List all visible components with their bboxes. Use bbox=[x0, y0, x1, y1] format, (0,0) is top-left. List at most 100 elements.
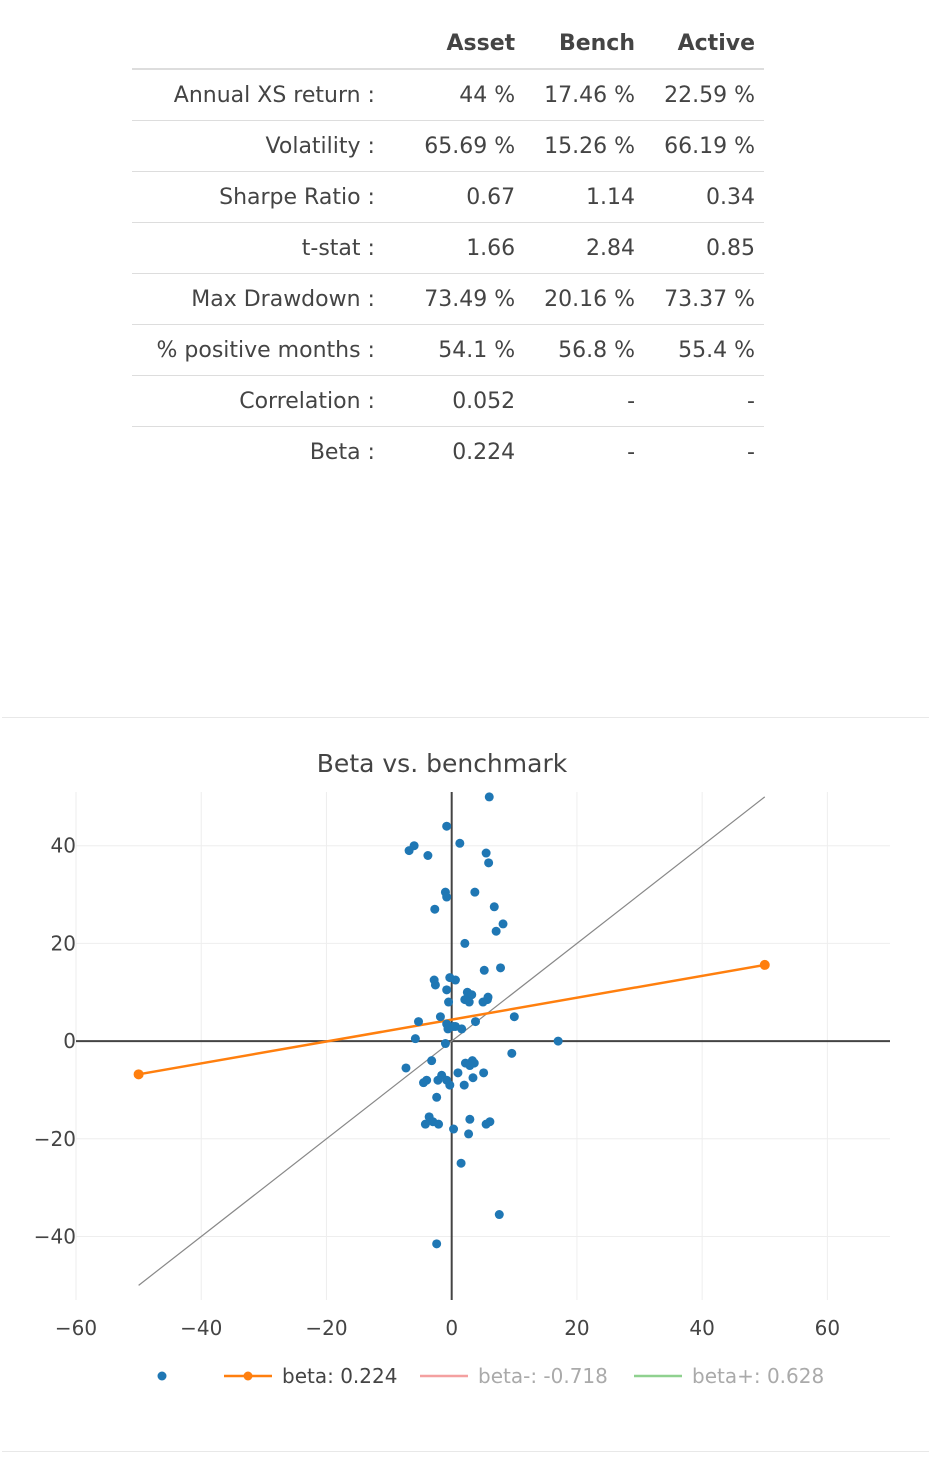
data-point bbox=[450, 975, 460, 985]
stats-row-label: Sharpe Ratio : bbox=[132, 171, 405, 223]
data-point bbox=[479, 965, 489, 975]
stats-cell-asset: 0.052 bbox=[404, 375, 525, 427]
data-point bbox=[453, 1068, 463, 1078]
identity-line bbox=[138, 796, 766, 1286]
legend-swatch-marker[interactable] bbox=[243, 1371, 253, 1381]
data-point bbox=[445, 1080, 455, 1090]
stats-cell-asset: 44 % bbox=[404, 69, 525, 121]
data-point bbox=[434, 1119, 444, 1129]
stats-cell-bench: 20.16 % bbox=[524, 273, 645, 325]
grid-layer bbox=[75, 792, 890, 1300]
data-point bbox=[457, 1024, 467, 1034]
stats-row: Beta : 0.224 - - bbox=[132, 427, 764, 478]
chart-title: Beta vs. benchmark bbox=[317, 749, 568, 778]
stats-row: Correlation :0.052- - bbox=[132, 375, 764, 427]
data-point bbox=[414, 1017, 424, 1027]
x-tick-label: −40 bbox=[180, 1316, 222, 1340]
x-tick-label: 60 bbox=[815, 1316, 840, 1340]
legend[interactable]: beta: 0.224 beta-: -0.718 beta+: 0.628 bbox=[157, 1364, 825, 1388]
stats-cell-bench: 1.14 bbox=[524, 171, 645, 223]
data-point bbox=[459, 1080, 469, 1090]
beta-line-endpoint bbox=[759, 959, 770, 970]
data-point bbox=[553, 1036, 563, 1046]
data-point bbox=[442, 985, 452, 995]
data-point bbox=[449, 1124, 459, 1134]
data-point bbox=[433, 1075, 443, 1085]
data-point bbox=[423, 851, 433, 860]
stats-cell-asset: 0.67 bbox=[404, 171, 525, 223]
stats-cell-bench: - bbox=[627, 439, 636, 465]
stats-row-label: Max Drawdown : bbox=[132, 273, 405, 325]
legend-marker-points[interactable] bbox=[157, 1371, 167, 1381]
chart-panel-top-border bbox=[2, 717, 929, 718]
stats-cell-bench: 15.26 % bbox=[524, 120, 645, 172]
data-point bbox=[456, 1158, 466, 1168]
stats-cell-active: 0.85 bbox=[644, 222, 764, 274]
data-point bbox=[432, 1239, 442, 1249]
data-point bbox=[430, 980, 440, 990]
y-tick-label: 0 bbox=[63, 1029, 76, 1053]
data-point bbox=[435, 1012, 445, 1022]
data-point bbox=[440, 1039, 450, 1049]
stats-header-label bbox=[132, 18, 405, 70]
stats-row: Annual XS return :44 % 17.46 % 22.59 % bbox=[132, 69, 764, 121]
data-point bbox=[430, 904, 440, 914]
stats-header-row: Asset Bench Active bbox=[132, 18, 764, 70]
stats-header-bench: Bench bbox=[524, 18, 645, 70]
y-tick-label: 40 bbox=[51, 834, 76, 858]
stats-cell-asset: 1.66 bbox=[404, 222, 525, 274]
stats-row: t-stat :1.66 2.84 0.85 bbox=[132, 222, 764, 274]
data-point bbox=[419, 1078, 429, 1088]
data-point bbox=[482, 995, 492, 1005]
data-point bbox=[460, 938, 470, 948]
data-point bbox=[465, 1061, 475, 1071]
data-point bbox=[507, 1048, 517, 1058]
point-layer bbox=[401, 792, 563, 1249]
stats-cell-active: 0.34 bbox=[644, 171, 764, 223]
data-point bbox=[479, 1068, 489, 1078]
stats-cell-active: 22.59 % bbox=[644, 69, 764, 121]
data-point bbox=[420, 1119, 430, 1129]
data-point bbox=[410, 1034, 420, 1044]
data-point bbox=[494, 1210, 504, 1220]
legend-label[interactable]: beta+: 0.628 bbox=[692, 1364, 824, 1388]
stats-row-label: Correlation : bbox=[132, 375, 405, 427]
data-point bbox=[442, 821, 452, 831]
stats-cell-active: - bbox=[747, 439, 755, 465]
stats-header-active: Active bbox=[644, 18, 764, 70]
stats-row-label: % positive months : bbox=[132, 324, 405, 376]
tick-layer: −60 −40 −20 0 20 40 60 −40 −20 0 20 40 bbox=[34, 834, 840, 1340]
stats-cell-active: 73.37 % bbox=[644, 273, 764, 325]
y-tick-label: 20 bbox=[51, 931, 76, 955]
data-point bbox=[481, 848, 491, 858]
stats-cell-active: 66.19 % bbox=[644, 120, 764, 172]
data-point bbox=[401, 1063, 411, 1073]
y-tick-label: −40 bbox=[34, 1225, 76, 1249]
data-point bbox=[464, 997, 474, 1007]
beta-chart: Beta vs. benchmark −60 −40 −20 0 20 40 60 −40 −2… bbox=[34, 749, 890, 1388]
stats-row: Sharpe Ratio :0.67 1.14 0.34 bbox=[132, 171, 764, 223]
x-tick-label: 20 bbox=[564, 1316, 589, 1340]
x-tick-label: −20 bbox=[305, 1316, 347, 1340]
data-point bbox=[496, 963, 506, 973]
stats-cell-bench: 2.84 bbox=[524, 222, 645, 274]
data-point bbox=[498, 919, 508, 929]
stats-cell-asset: 73.49 % bbox=[404, 273, 525, 325]
stats-cell-bench: 56.8 % bbox=[524, 324, 645, 376]
stats-cell-bench: - bbox=[524, 375, 645, 427]
data-point bbox=[404, 846, 414, 856]
data-point bbox=[455, 838, 465, 848]
data-point bbox=[427, 1056, 437, 1066]
stats-table: Asset Bench Active Annual XS return :44 … bbox=[132, 18, 764, 477]
stats-header-asset: Asset bbox=[404, 18, 525, 70]
legend-label[interactable]: beta-: -0.718 bbox=[478, 1364, 608, 1388]
stats-body: Annual XS return :44 % 17.46 % 22.59 % Vola… bbox=[132, 69, 764, 477]
legend-label[interactable]: beta: 0.224 bbox=[282, 1364, 397, 1388]
x-tick-label: 40 bbox=[689, 1316, 714, 1340]
stats-row-label: Volatility : bbox=[132, 120, 405, 172]
stats-row-label: Beta : bbox=[309, 439, 375, 465]
data-point bbox=[509, 1012, 519, 1022]
stats-row: % positive months :54.1 % 56.8 % 55.4 % bbox=[132, 324, 764, 376]
chart-panel-bottom-border bbox=[2, 1451, 929, 1452]
data-point bbox=[470, 887, 480, 897]
